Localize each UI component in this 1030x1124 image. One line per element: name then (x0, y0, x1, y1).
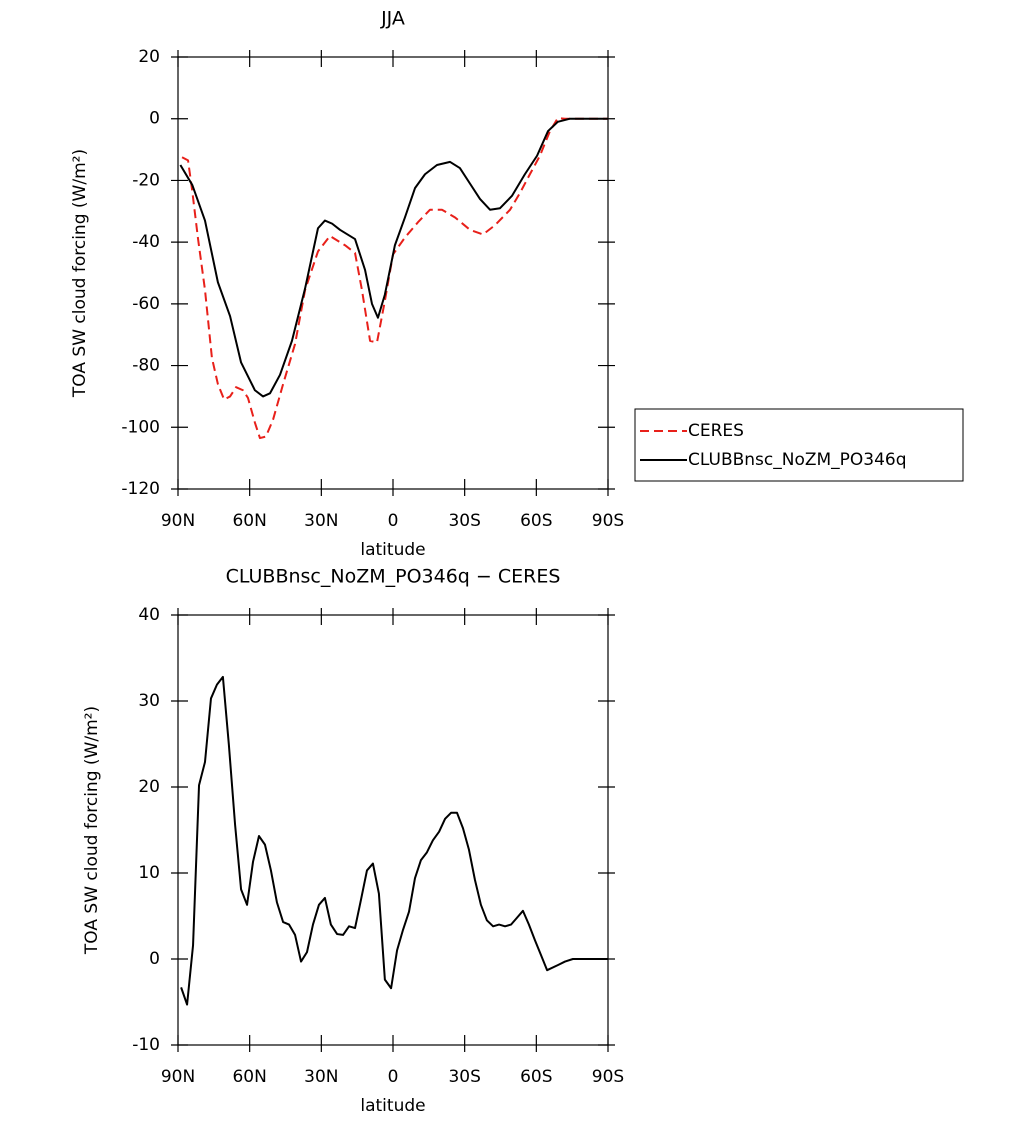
y-tick-label: 20 (138, 777, 160, 797)
y-tick-label: -100 (121, 417, 160, 437)
chart-title: JJA (380, 8, 405, 30)
y-tick-label: -80 (132, 356, 160, 376)
x-tick-label: 90N (161, 1067, 195, 1087)
y-tick-label: 30 (138, 691, 160, 711)
y-tick-label: -20 (132, 170, 160, 190)
x-tick-label: 30S (448, 1067, 480, 1087)
x-tick-label: 90N (161, 511, 195, 531)
series-line (181, 117, 608, 440)
y-tick-label: 20 (138, 47, 160, 67)
y-tick-label: -10 (132, 1035, 160, 1055)
legend-box (634, 408, 964, 482)
y-tick-label: 10 (138, 863, 160, 883)
x-tick-label: 60N (232, 511, 266, 531)
chart-title: CLUBBnsc_NoZM_PO346q − CERES (226, 566, 561, 588)
x-tick-label: 60S (520, 1067, 552, 1087)
x-tick-label: 90S (592, 511, 624, 531)
x-tick-label: 30N (304, 511, 338, 531)
y-tick-label: 0 (149, 109, 160, 129)
x-tick-label: 90S (592, 1067, 624, 1087)
y-tick-label: -120 (121, 479, 160, 499)
y-tick-label: -40 (132, 232, 160, 252)
y-axis-label: TOA SW cloud forcing (W/m²) (82, 706, 102, 955)
x-tick-label: 0 (388, 1067, 399, 1087)
plot-frame (177, 56, 609, 490)
x-tick-label: 0 (388, 511, 399, 531)
x-axis-label: latitude (360, 1096, 425, 1116)
series-line (179, 117, 608, 398)
y-axis-label: TOA SW cloud forcing (W/m²) (70, 149, 90, 398)
x-tick-label: 60S (520, 511, 552, 531)
x-tick-label: 60N (232, 1067, 266, 1087)
legend-label: CERES (688, 421, 744, 441)
legend-label: CLUBBnsc_NoZM_PO346q (688, 450, 907, 470)
y-tick-label: 0 (149, 949, 160, 969)
x-axis-label: latitude (360, 540, 425, 560)
x-tick-label: 30S (448, 511, 480, 531)
x-tick-label: 30N (304, 1067, 338, 1087)
y-tick-label: 40 (138, 605, 160, 625)
y-tick-label: -60 (132, 294, 160, 314)
series-line (180, 675, 608, 1006)
